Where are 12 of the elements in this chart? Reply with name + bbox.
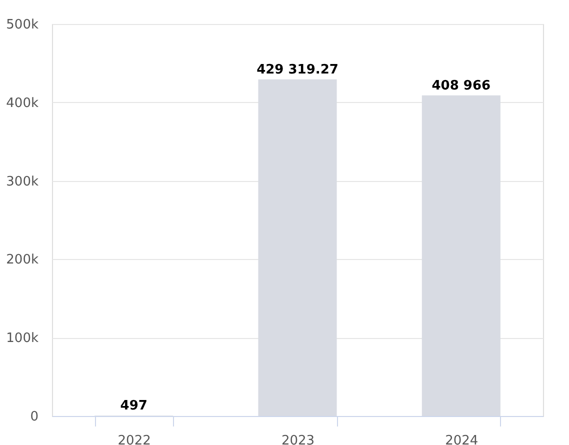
y-tick-label: 200k [6,252,39,268]
y-tick-label: 100k [6,331,39,346]
data-label: 429 319.27 [256,62,338,78]
x-tick-label: 2022 [118,434,151,445]
x-tick-label: 2024 [445,434,478,445]
y-tick-label: 400k [6,96,39,111]
y-tick-label: 500k [6,18,39,32]
y-tick-label: 300k [6,174,39,190]
data-label: 497 [120,398,148,414]
x-tick-label: 2023 [281,434,315,445]
y-tick-label: 0 [30,410,38,424]
data-label: 408 966 [432,78,491,94]
